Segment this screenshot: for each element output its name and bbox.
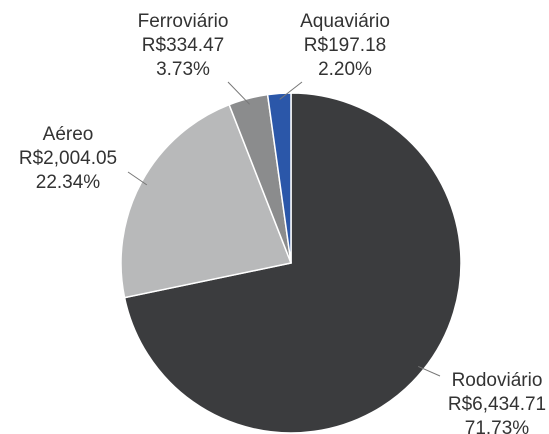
pie-slice bbox=[120, 103, 293, 299]
slice-label: R$6,434.71 bbox=[448, 394, 546, 415]
slice-label: 2.20% bbox=[318, 59, 372, 80]
slice-label: 71.73% bbox=[465, 418, 530, 434]
leader-line bbox=[227, 81, 250, 105]
leader-line bbox=[418, 366, 441, 377]
slice-label: R$2,004.05 bbox=[19, 148, 117, 169]
slice-label: R$334.47 bbox=[142, 35, 224, 56]
leader-line bbox=[279, 81, 303, 100]
slice-label: Rodoviário bbox=[452, 370, 543, 391]
slice-label: 3.73% bbox=[156, 59, 210, 80]
pie-slice bbox=[123, 92, 462, 434]
slice-label: 22.34% bbox=[36, 172, 101, 193]
slice-label: Aéreo bbox=[43, 124, 94, 145]
leader-line bbox=[127, 171, 148, 186]
pie-slice bbox=[266, 92, 292, 264]
slice-label: R$197.18 bbox=[304, 35, 386, 56]
slice-label: Ferroviário bbox=[138, 11, 229, 32]
slice-label: Aquaviário bbox=[300, 11, 390, 32]
